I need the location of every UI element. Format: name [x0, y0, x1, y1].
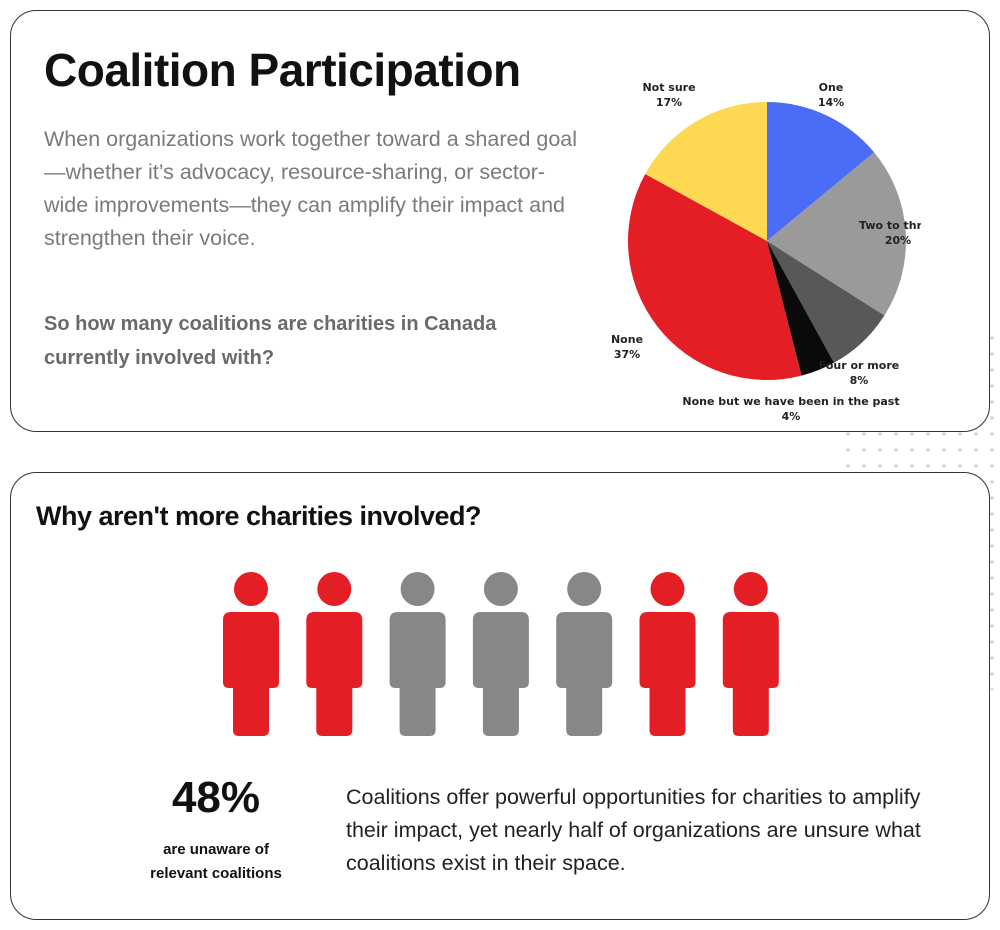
person-icon-red — [306, 572, 363, 736]
slice-value-label: 4% — [782, 410, 801, 423]
person-icon-gray — [389, 572, 446, 736]
pie-chart: One 14% Two to three 20% Four or more 8% None … — [611, 81, 921, 423]
question-text: So how many coalitions are charities in … — [44, 313, 497, 369]
people-icons — [223, 572, 779, 736]
person-icon-gray — [472, 572, 529, 736]
slice-label: Two to three — [859, 219, 921, 232]
person-icon-red — [223, 572, 279, 736]
intro-text: When organizations work together toward … — [44, 127, 578, 250]
slice-label: None — [611, 333, 643, 346]
pie-slice-3 — [767, 241, 834, 376]
slice-value-label: 8% — [850, 374, 869, 387]
stat-label: are unaware of relevant coalitions — [150, 841, 282, 882]
page-title: Coalition Participation — [44, 44, 521, 96]
coalition-participation-card: Coalition Participation When organizatio… — [10, 10, 990, 432]
pie-slice-2 — [767, 241, 885, 363]
person-icon-red — [722, 572, 779, 736]
slice-label: One — [819, 81, 844, 94]
pie-slice-0 — [767, 102, 875, 241]
person-icon-red — [639, 572, 696, 736]
description-text: Coalitions offer powerful opportunities … — [346, 785, 921, 875]
slice-label: Four or more — [819, 359, 899, 372]
slice-label: Not sure — [642, 81, 695, 94]
why-not-involved-card: Why aren't more charities involved? 48% … — [10, 472, 990, 920]
section-title: Why aren't more charities involved? — [36, 501, 482, 531]
slice-value-label: 14% — [818, 96, 844, 109]
stat-value: 48% — [171, 773, 261, 822]
slice-label: None but we have been in the past — [682, 395, 899, 408]
slice-value-label: 20% — [885, 234, 911, 247]
pie-slice-4 — [628, 174, 802, 381]
pie-slice-1 — [767, 152, 906, 316]
slice-value-label: 37% — [614, 348, 640, 361]
pie-slice-5 — [645, 102, 767, 241]
person-icon-gray — [556, 572, 613, 736]
slice-value-label: 17% — [656, 96, 682, 109]
